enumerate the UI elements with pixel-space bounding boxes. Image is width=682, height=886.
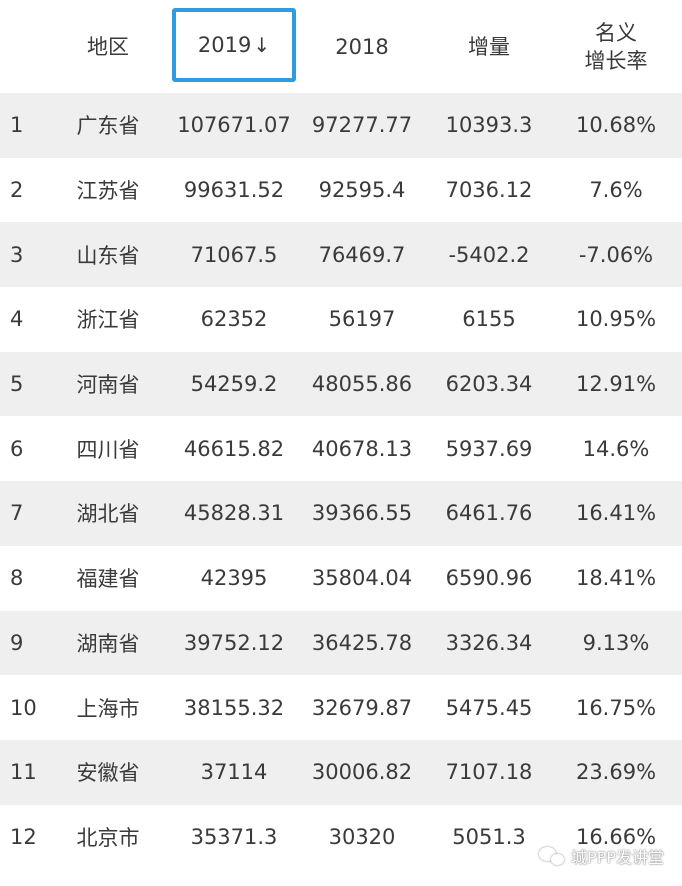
table-row[interactable]: 1 广东省 107671.07 97277.77 10393.3 10.68% bbox=[0, 93, 682, 158]
table-row[interactable]: 4 浙江省 62352 56197 6155 10.95% bbox=[0, 287, 682, 352]
table-row[interactable]: 11 安徽省 37114 30006.82 7107.18 23.69% bbox=[0, 739, 682, 805]
cell-region: 河南省 bbox=[76, 373, 140, 398]
cell-2018: 92595.4 bbox=[318, 178, 406, 203]
cell-rank: 3 bbox=[10, 242, 24, 267]
cell-rank: 4 bbox=[10, 307, 24, 332]
table-row[interactable]: 7 湖北省 45828.31 39366.55 6461.76 16.41% bbox=[0, 481, 682, 546]
table-row[interactable]: 5 河南省 54259.2 48055.86 6203.34 12.91% bbox=[0, 351, 682, 417]
cell-growth-rate: 16.75% bbox=[575, 695, 657, 720]
table-row[interactable]: 3 山东省 71067.5 76469.7 -5402.2 -7.06% bbox=[0, 222, 682, 288]
table-row[interactable]: 6 四川省 46615.82 40678.13 5937.69 14.6% bbox=[0, 416, 682, 482]
column-header-2018[interactable]: 2018 bbox=[335, 34, 389, 59]
cell-2018: 76469.7 bbox=[318, 242, 406, 267]
cell-2018: 97277.77 bbox=[311, 113, 413, 138]
cell-growth-rate: 9.13% bbox=[582, 630, 650, 655]
cell-increase: 10393.3 bbox=[445, 113, 533, 138]
cell-rank: 6 bbox=[10, 436, 24, 461]
cell-2018: 56197 bbox=[328, 307, 396, 332]
table-row[interactable]: 8 福建省 42395 35804.04 6590.96 18.41% bbox=[0, 545, 682, 611]
cell-region: 北京市 bbox=[76, 825, 140, 850]
cell-increase: 5475.45 bbox=[445, 695, 533, 720]
cell-growth-rate: 23.69% bbox=[575, 760, 657, 785]
watermark: 城PPP发讲堂 bbox=[539, 844, 664, 868]
cell-2019: 39752.12 bbox=[183, 630, 285, 655]
growth-rate-label-line2: 增长率 bbox=[584, 48, 648, 73]
table-row[interactable]: 9 湖南省 39752.12 36425.78 3326.34 9.13% bbox=[0, 610, 682, 676]
cell-2018: 36425.78 bbox=[311, 630, 413, 655]
cell-2019: 45828.31 bbox=[183, 501, 285, 526]
watermark-text: 城PPP发讲堂 bbox=[571, 848, 664, 867]
cell-increase: 5051.3 bbox=[452, 824, 526, 849]
cell-region: 湖南省 bbox=[76, 631, 140, 656]
cell-2018: 39366.55 bbox=[311, 501, 413, 526]
cell-region: 上海市 bbox=[76, 696, 140, 721]
cell-2018: 30006.82 bbox=[311, 760, 413, 785]
cell-increase: 6590.96 bbox=[445, 566, 533, 591]
cell-2019: 37114 bbox=[200, 760, 268, 785]
cell-region: 安徽省 bbox=[76, 761, 140, 786]
cell-2019: 99631.52 bbox=[183, 178, 285, 203]
cell-increase: 7107.18 bbox=[445, 760, 533, 785]
cell-region: 江苏省 bbox=[76, 179, 140, 204]
cell-2018: 48055.86 bbox=[311, 372, 413, 397]
cell-rank: 8 bbox=[10, 566, 24, 591]
cell-growth-rate: 16.41% bbox=[575, 501, 657, 526]
cell-2018: 30320 bbox=[328, 824, 396, 849]
cell-2019: 35371.3 bbox=[190, 824, 278, 849]
table-row[interactable]: 2 江苏省 99631.52 92595.4 7036.12 7.6% bbox=[0, 157, 682, 223]
cell-rank: 10 bbox=[10, 695, 37, 720]
cell-rank: 12 bbox=[10, 824, 37, 849]
cell-2019: 46615.82 bbox=[183, 436, 285, 461]
growth-rate-label-line1: 名义 bbox=[595, 20, 637, 45]
cell-rank: 11 bbox=[10, 760, 37, 785]
sort-descending-icon: ↓ bbox=[253, 33, 271, 57]
cell-increase: 6155 bbox=[462, 307, 516, 332]
column-header-growth-rate[interactable]: 名义 增长率 bbox=[556, 0, 676, 93]
cell-growth-rate: 14.6% bbox=[582, 436, 650, 461]
cell-rank: 2 bbox=[10, 178, 24, 203]
cell-increase: -5402.2 bbox=[448, 242, 530, 267]
cell-region: 湖北省 bbox=[76, 502, 140, 527]
cell-rank: 7 bbox=[10, 501, 24, 526]
cell-region: 四川省 bbox=[76, 437, 140, 462]
table-row[interactable]: 12 北京市 35371.3 30320 5051.3 16.66% bbox=[0, 804, 682, 870]
cell-growth-rate: 10.68% bbox=[575, 113, 657, 138]
column-header-2019-label: 2019 bbox=[197, 33, 252, 57]
cell-2019: 107671.07 bbox=[177, 113, 291, 138]
cell-2018: 40678.13 bbox=[311, 436, 413, 461]
cell-region: 浙江省 bbox=[76, 308, 140, 333]
cell-2019: 54259.2 bbox=[190, 372, 278, 397]
cell-increase: 6203.34 bbox=[445, 372, 533, 397]
cell-2018: 35804.04 bbox=[311, 566, 413, 591]
cell-region: 山东省 bbox=[76, 243, 140, 268]
cell-growth-rate: 10.95% bbox=[575, 307, 657, 332]
cell-region: 福建省 bbox=[76, 567, 140, 592]
wechat-icon bbox=[539, 845, 565, 867]
table-row[interactable]: 10 上海市 38155.32 32679.87 5475.45 16.75% bbox=[0, 675, 682, 740]
cell-2019: 71067.5 bbox=[190, 242, 278, 267]
column-header-2019-sorted[interactable]: 2019 ↓ bbox=[172, 8, 296, 82]
column-header-region[interactable]: 地区 bbox=[87, 34, 129, 59]
cell-increase: 7036.12 bbox=[445, 178, 533, 203]
cell-growth-rate: 12.91% bbox=[575, 372, 657, 397]
table-body: 1 广东省 107671.07 97277.77 10393.3 10.68% 2 江苏省 99… bbox=[0, 93, 682, 870]
column-header-increase[interactable]: 增量 bbox=[468, 34, 510, 59]
cell-2019: 38155.32 bbox=[183, 695, 285, 720]
cell-2019: 62352 bbox=[200, 307, 268, 332]
table-header: 地区 2019 ↓ 2018 增量 名义 增长率 bbox=[0, 0, 682, 93]
cell-2019: 42395 bbox=[200, 566, 268, 591]
cell-2018: 32679.87 bbox=[311, 695, 413, 720]
cell-increase: 6461.76 bbox=[445, 501, 533, 526]
cell-rank: 1 bbox=[10, 113, 24, 138]
cell-growth-rate: 7.6% bbox=[589, 178, 643, 203]
cell-increase: 3326.34 bbox=[445, 630, 533, 655]
cell-rank: 9 bbox=[10, 630, 24, 655]
cell-region: 广东省 bbox=[76, 114, 140, 139]
cell-growth-rate: 18.41% bbox=[575, 566, 657, 591]
cell-increase: 5937.69 bbox=[445, 436, 533, 461]
cell-growth-rate: 16.66% bbox=[575, 824, 657, 849]
cell-rank: 5 bbox=[10, 372, 24, 397]
cell-growth-rate: -7.06% bbox=[578, 242, 654, 267]
